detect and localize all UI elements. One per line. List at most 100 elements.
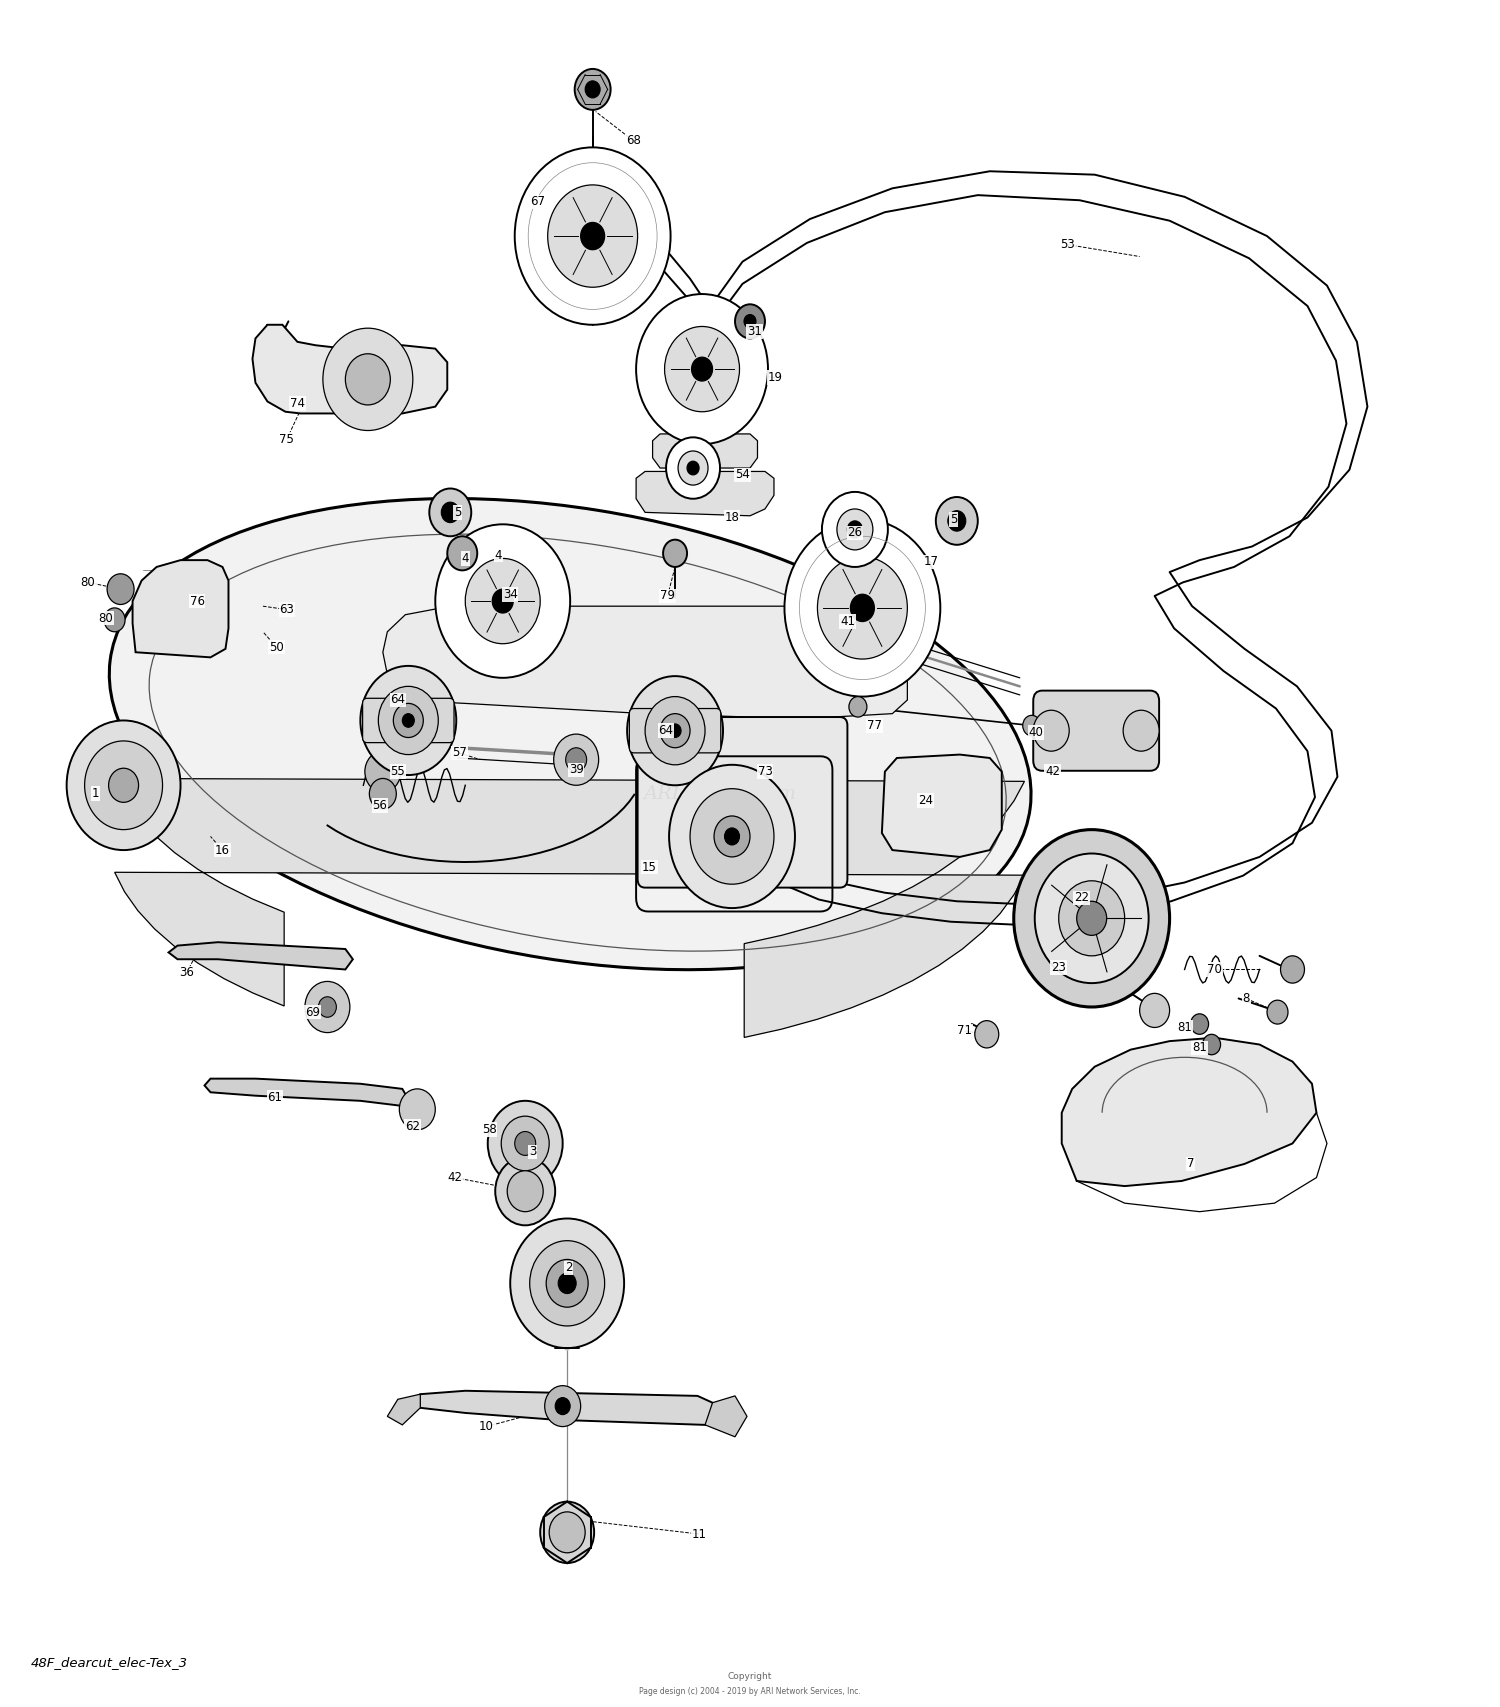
Text: 42: 42 — [447, 1171, 462, 1185]
Text: 10: 10 — [478, 1420, 494, 1434]
Text: 53: 53 — [1060, 237, 1076, 251]
Text: 79: 79 — [660, 589, 675, 603]
Circle shape — [558, 1273, 576, 1294]
Polygon shape — [636, 471, 774, 516]
Circle shape — [690, 789, 774, 884]
Circle shape — [548, 184, 638, 287]
Circle shape — [544, 1386, 580, 1427]
Text: 80: 80 — [80, 575, 94, 589]
Text: 67: 67 — [530, 196, 544, 208]
Text: 40: 40 — [1029, 725, 1044, 739]
Text: 58: 58 — [482, 1123, 496, 1137]
Circle shape — [510, 1219, 624, 1349]
Circle shape — [1059, 881, 1125, 956]
Text: 17: 17 — [924, 555, 939, 568]
Text: 16: 16 — [214, 843, 230, 857]
Text: 23: 23 — [1052, 961, 1066, 975]
Polygon shape — [204, 1079, 408, 1106]
Circle shape — [1140, 993, 1170, 1028]
Polygon shape — [1062, 1038, 1317, 1186]
Circle shape — [514, 147, 670, 324]
Text: Page design (c) 2004 - 2019 by ARI Network Services, Inc.: Page design (c) 2004 - 2019 by ARI Netwo… — [639, 1687, 861, 1697]
Circle shape — [507, 1171, 543, 1212]
Text: 26: 26 — [847, 526, 862, 539]
Circle shape — [369, 778, 396, 809]
Text: 68: 68 — [626, 135, 640, 147]
Text: 7: 7 — [1186, 1157, 1194, 1171]
Circle shape — [84, 741, 162, 830]
Circle shape — [345, 353, 390, 405]
Text: 31: 31 — [747, 324, 762, 338]
Circle shape — [580, 222, 604, 249]
Polygon shape — [168, 942, 352, 970]
Text: 42: 42 — [1046, 765, 1060, 778]
Circle shape — [636, 294, 768, 444]
Circle shape — [1203, 1034, 1221, 1055]
Circle shape — [660, 714, 690, 748]
Circle shape — [501, 1116, 549, 1171]
Text: 4: 4 — [462, 551, 470, 565]
Circle shape — [744, 314, 756, 328]
Text: 24: 24 — [918, 794, 933, 807]
Circle shape — [1191, 1014, 1209, 1034]
Polygon shape — [408, 1391, 720, 1425]
Circle shape — [495, 1157, 555, 1226]
Circle shape — [687, 461, 699, 475]
Polygon shape — [252, 324, 447, 413]
Text: 63: 63 — [279, 603, 294, 616]
Circle shape — [514, 1132, 535, 1156]
Text: 18: 18 — [724, 510, 740, 524]
Circle shape — [585, 80, 600, 97]
Text: 61: 61 — [267, 1091, 282, 1104]
FancyBboxPatch shape — [630, 708, 722, 753]
Circle shape — [936, 497, 978, 545]
Circle shape — [847, 521, 862, 538]
Circle shape — [784, 519, 940, 696]
Circle shape — [669, 765, 795, 908]
Circle shape — [822, 492, 888, 567]
Circle shape — [849, 696, 867, 717]
Circle shape — [540, 1502, 594, 1564]
Circle shape — [435, 524, 570, 678]
Text: 5: 5 — [950, 512, 957, 526]
Circle shape — [488, 1101, 562, 1186]
Circle shape — [735, 304, 765, 338]
Circle shape — [554, 734, 598, 785]
Circle shape — [441, 502, 459, 522]
Circle shape — [108, 768, 138, 802]
Circle shape — [104, 608, 125, 632]
Text: 73: 73 — [758, 765, 772, 778]
Text: 69: 69 — [304, 1005, 320, 1019]
Circle shape — [850, 594, 874, 621]
Circle shape — [318, 997, 336, 1017]
Text: 77: 77 — [867, 719, 882, 732]
Circle shape — [378, 686, 438, 754]
Text: 5: 5 — [454, 505, 462, 519]
Circle shape — [546, 1260, 588, 1308]
Polygon shape — [132, 560, 228, 657]
FancyBboxPatch shape — [1034, 691, 1160, 772]
Text: 64: 64 — [390, 693, 405, 707]
Circle shape — [399, 1089, 435, 1130]
Circle shape — [1077, 901, 1107, 935]
Circle shape — [1281, 956, 1305, 983]
Circle shape — [1124, 710, 1160, 751]
Circle shape — [1034, 710, 1070, 751]
Text: 41: 41 — [840, 615, 855, 628]
Circle shape — [360, 666, 456, 775]
Text: 76: 76 — [189, 594, 204, 608]
Text: ARI partstream: ARI partstream — [644, 785, 796, 802]
Circle shape — [555, 1398, 570, 1415]
Circle shape — [574, 68, 610, 109]
Text: 80: 80 — [98, 611, 112, 625]
Polygon shape — [382, 606, 908, 717]
Text: 22: 22 — [1074, 891, 1089, 905]
Circle shape — [1035, 854, 1149, 983]
Circle shape — [66, 720, 180, 850]
Circle shape — [975, 1021, 999, 1048]
Text: 57: 57 — [452, 746, 466, 760]
Polygon shape — [882, 754, 1002, 857]
Circle shape — [530, 1241, 605, 1326]
Circle shape — [322, 328, 413, 430]
Text: 8: 8 — [1242, 992, 1250, 1005]
